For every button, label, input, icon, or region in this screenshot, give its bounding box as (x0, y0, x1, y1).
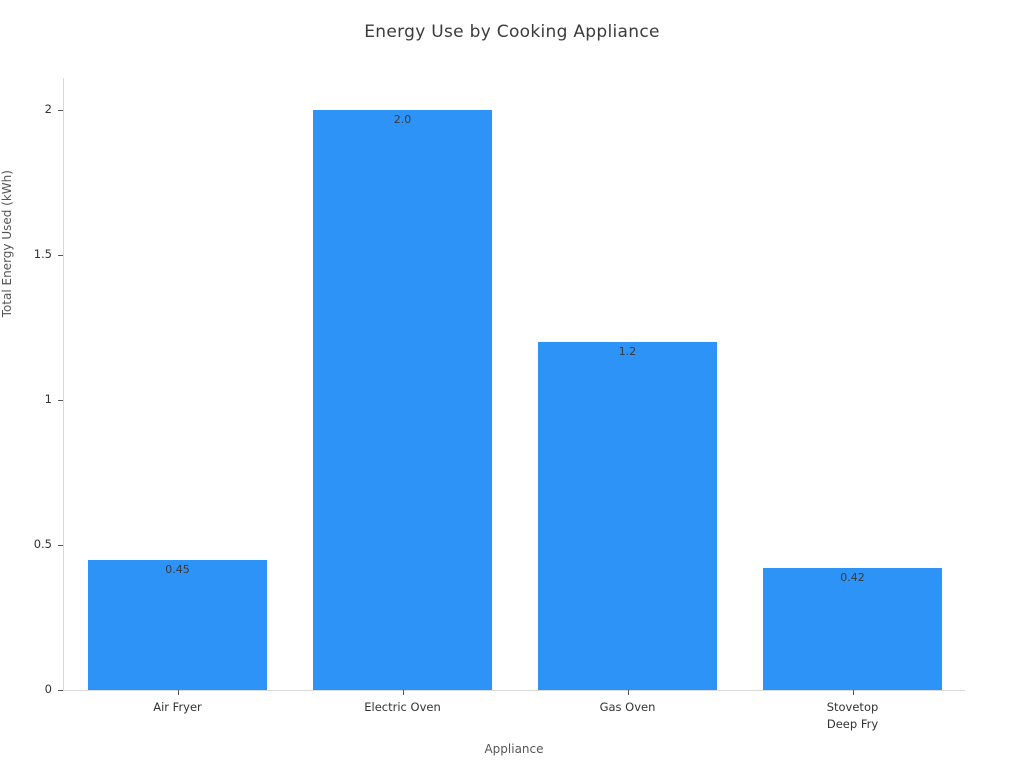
x-axis-tick (177, 690, 179, 695)
bar (313, 110, 492, 690)
bar-value-label: 1.2 (618, 345, 637, 358)
y-axis-tick-label: 2 (44, 102, 52, 116)
bar-value-label: 2.0 (393, 113, 412, 126)
x-axis-tick-label: Air Fryer (153, 700, 202, 714)
y-axis-tick (58, 255, 63, 256)
x-axis-tick-label: Electric Oven (364, 700, 441, 714)
y-axis-tick-label: 0 (44, 682, 52, 696)
bar (88, 559, 267, 690)
bar-value-label: 0.42 (840, 571, 865, 585)
bar (763, 568, 942, 690)
y-axis-tick-label: 1 (44, 392, 52, 406)
y-axis-tick (58, 690, 63, 691)
y-axis-title: Total Energy Used (kWh) (0, 170, 14, 318)
x-axis-tick (627, 690, 629, 695)
y-axis-tick (58, 545, 63, 546)
y-axis-tick-label: 1.5 (33, 247, 52, 261)
y-axis-tick (58, 110, 63, 111)
y-axis-line (63, 78, 64, 690)
bar (538, 342, 717, 690)
y-axis-tick-label: 0.5 (33, 537, 52, 551)
x-axis-tick (852, 690, 854, 695)
x-axis-tick (402, 690, 404, 695)
x-axis-title: Appliance (484, 742, 544, 756)
y-axis-tick (58, 400, 63, 401)
bar-value-label: 0.45 (165, 562, 190, 576)
x-axis-tick-label: Gas Oven (599, 700, 656, 714)
chart-title: Energy Use by Cooking Appliance (364, 22, 660, 42)
x-axis-tick-label: Stovetop Deep Fry (826, 700, 879, 731)
x-axis-line (63, 690, 965, 691)
